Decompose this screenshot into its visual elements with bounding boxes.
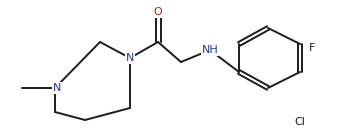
- Text: O: O: [154, 7, 162, 17]
- Text: N: N: [126, 53, 134, 63]
- Text: N: N: [53, 83, 61, 93]
- Text: NH: NH: [201, 45, 218, 55]
- Text: Cl: Cl: [294, 117, 305, 127]
- Text: F: F: [309, 43, 315, 53]
